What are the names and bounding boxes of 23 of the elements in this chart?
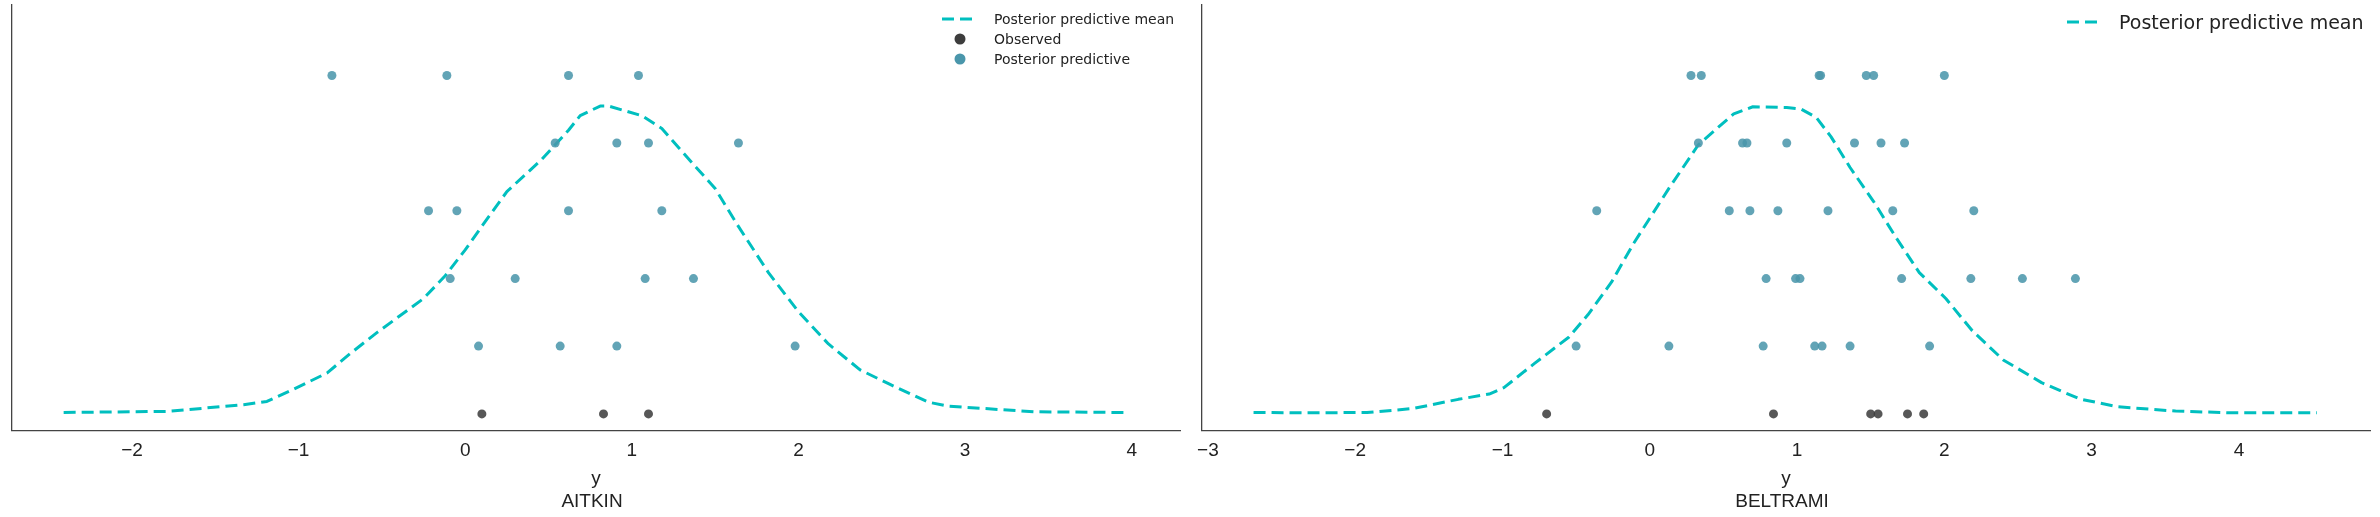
x-axis-title: y (1781, 467, 1792, 489)
x-tick-label: −2 (121, 439, 143, 461)
x-tick-label: −1 (287, 439, 310, 461)
x-tick-label: 2 (1939, 439, 1950, 461)
x-tick-label: 1 (626, 439, 638, 461)
x-tick-label: −2 (1344, 439, 1367, 461)
text: AITKIN (561, 489, 623, 511)
legend-label: Posterior predictive (994, 50, 1131, 70)
legend-label: Posterior predictive mean (994, 9, 1175, 29)
x-tick-label: 1 (1791, 439, 1803, 461)
x-tick-label: 3 (2086, 439, 2097, 461)
x-tick-label: 0 (459, 439, 471, 461)
x-tick-label: 0 (1644, 439, 1656, 461)
x-tick-label: −3 (1197, 439, 1219, 461)
legend-label: Posterior predictive mean (2119, 9, 2364, 35)
x-axis-title: y (591, 467, 602, 489)
legend-label: Observed (994, 29, 1062, 49)
x-tick-label: 4 (2233, 439, 2245, 461)
x-tick-label: −1 (1491, 439, 1514, 461)
text: BELTRAMI (1735, 489, 1829, 511)
x-tick-label: 4 (1126, 439, 1138, 461)
x-tick-label: 2 (793, 439, 804, 461)
x-tick-label: 3 (959, 439, 971, 461)
